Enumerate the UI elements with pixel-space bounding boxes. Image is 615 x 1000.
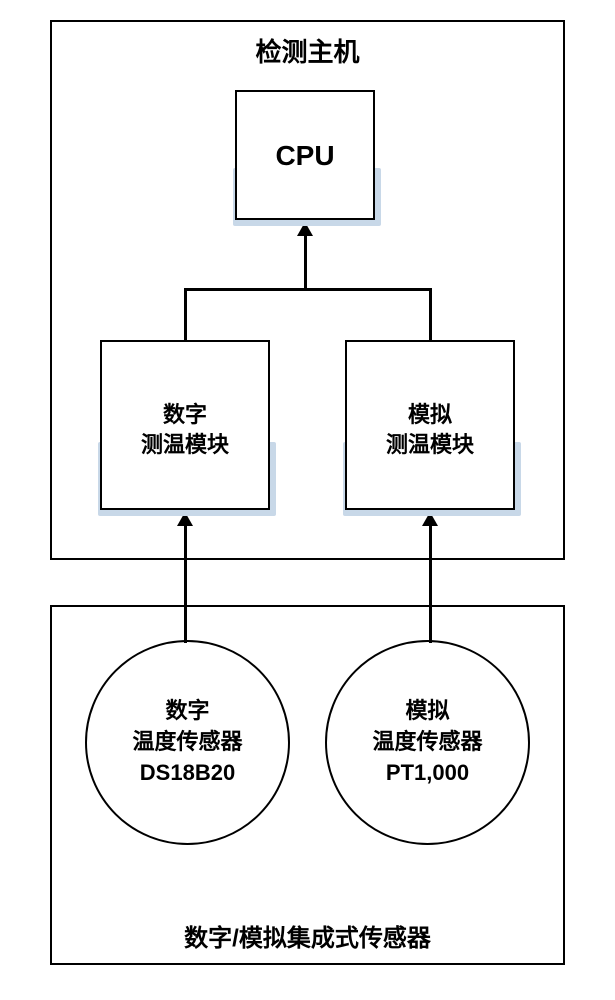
analog-sensor-label-3: PT1,000 [386, 758, 469, 789]
cpu-box: CPU [235, 90, 375, 220]
digital-module-label-1: 数字 [102, 397, 268, 429]
analog-module-label-1: 模拟 [347, 397, 513, 429]
arrow-cpu-stem [304, 235, 307, 290]
arrow-sensor-analog [429, 525, 432, 643]
arrow-horizontal [184, 288, 432, 291]
digital-module-label-2: 测温模块 [102, 427, 268, 459]
analog-sensor-label-1: 模拟 [405, 696, 449, 727]
lower-section-title: 数字/模拟集成式传感器 [50, 918, 565, 953]
analog-module-label-2: 测温模块 [347, 427, 513, 459]
analog-module-box: 模拟 测温模块 [345, 340, 515, 510]
digital-sensor-label-1: 数字 [165, 696, 209, 727]
analog-sensor-circle: 模拟 温度传感器 PT1,000 [325, 640, 530, 845]
cpu-label: CPU [237, 140, 373, 172]
digital-module-box: 数字 测温模块 [100, 340, 270, 510]
digital-sensor-label-2: 温度传感器 [132, 727, 242, 758]
arrow-sensor-digital [184, 525, 187, 643]
arrow-right-down [429, 288, 432, 340]
upper-section-title: 检测主机 [50, 32, 565, 69]
digital-sensor-label-3: DS18B20 [140, 758, 235, 789]
arrow-left-down [184, 288, 187, 340]
digital-sensor-circle: 数字 温度传感器 DS18B20 [85, 640, 290, 845]
analog-sensor-label-2: 温度传感器 [372, 727, 482, 758]
